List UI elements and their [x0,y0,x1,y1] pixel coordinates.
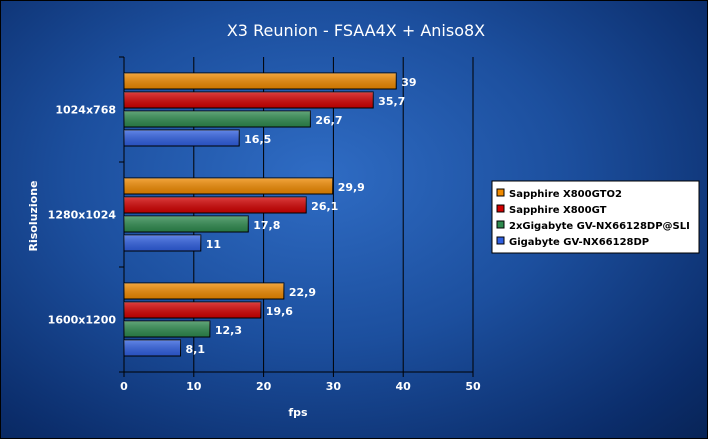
bar-shade [124,321,210,337]
x-tick-label: 40 [396,380,412,393]
data-label: 11 [206,238,221,251]
data-label: 19,6 [266,305,293,318]
data-label: 8,1 [186,343,206,356]
y-axis-title: Risoluzione [27,181,40,252]
data-label: 12,3 [215,324,242,337]
bar-shade [124,302,261,318]
data-label: 26,1 [311,200,338,213]
legend-swatch [496,220,505,229]
legend: Sapphire X800GTO2 Sapphire X800GT 2xGigaby… [491,180,700,254]
data-label: 26,7 [315,114,342,127]
legend-entry-label: 2xGigabyte GV-NX66128DP@SLI [509,221,690,232]
bar-shade [124,216,249,232]
data-label: 35,7 [378,95,405,108]
data-label: 22,9 [289,286,316,299]
legend-swatch [496,204,505,213]
bar-shade [124,73,397,89]
chart-title: X3 Reunion - FSAA4X + Aniso8X [227,21,485,40]
bar-shade [124,235,201,251]
bar-shade [124,340,181,356]
data-label: 17,8 [253,219,280,232]
category-label: 1024x768 [55,104,116,117]
bar-shade [124,130,240,146]
data-label: 29,9 [338,181,365,194]
x-tick-label: 20 [256,380,272,393]
legend-entry-label: Gigabyte GV-NX66128DP [509,237,649,248]
legend-entry-label: Sapphire X800GT [509,205,607,216]
x-tick-label: 50 [465,380,481,393]
plot-area: 0 10 20 30 40 50 1024x768 39 35,7 26,7 16,5 1280x10… [48,56,481,393]
x-tick-label: 10 [186,380,202,393]
legend-swatch [496,188,505,197]
legend-swatch [496,236,505,245]
legend-entry-label: Sapphire X800GTO2 [509,189,622,200]
x-tick-label: 0 [120,380,128,393]
category-label: 1280x1024 [48,209,117,222]
bar-shade [124,92,374,108]
bar-shade [124,283,284,299]
bar-shade [124,178,333,194]
category-label: 1600x1200 [48,314,117,327]
bar-shade [124,197,307,213]
x-axis-title: fps [288,406,308,419]
x-tick-label: 30 [326,380,342,393]
data-label: 39 [401,76,416,89]
data-label: 16,5 [244,133,271,146]
bar-shade [124,111,311,127]
legend-box [491,180,700,254]
